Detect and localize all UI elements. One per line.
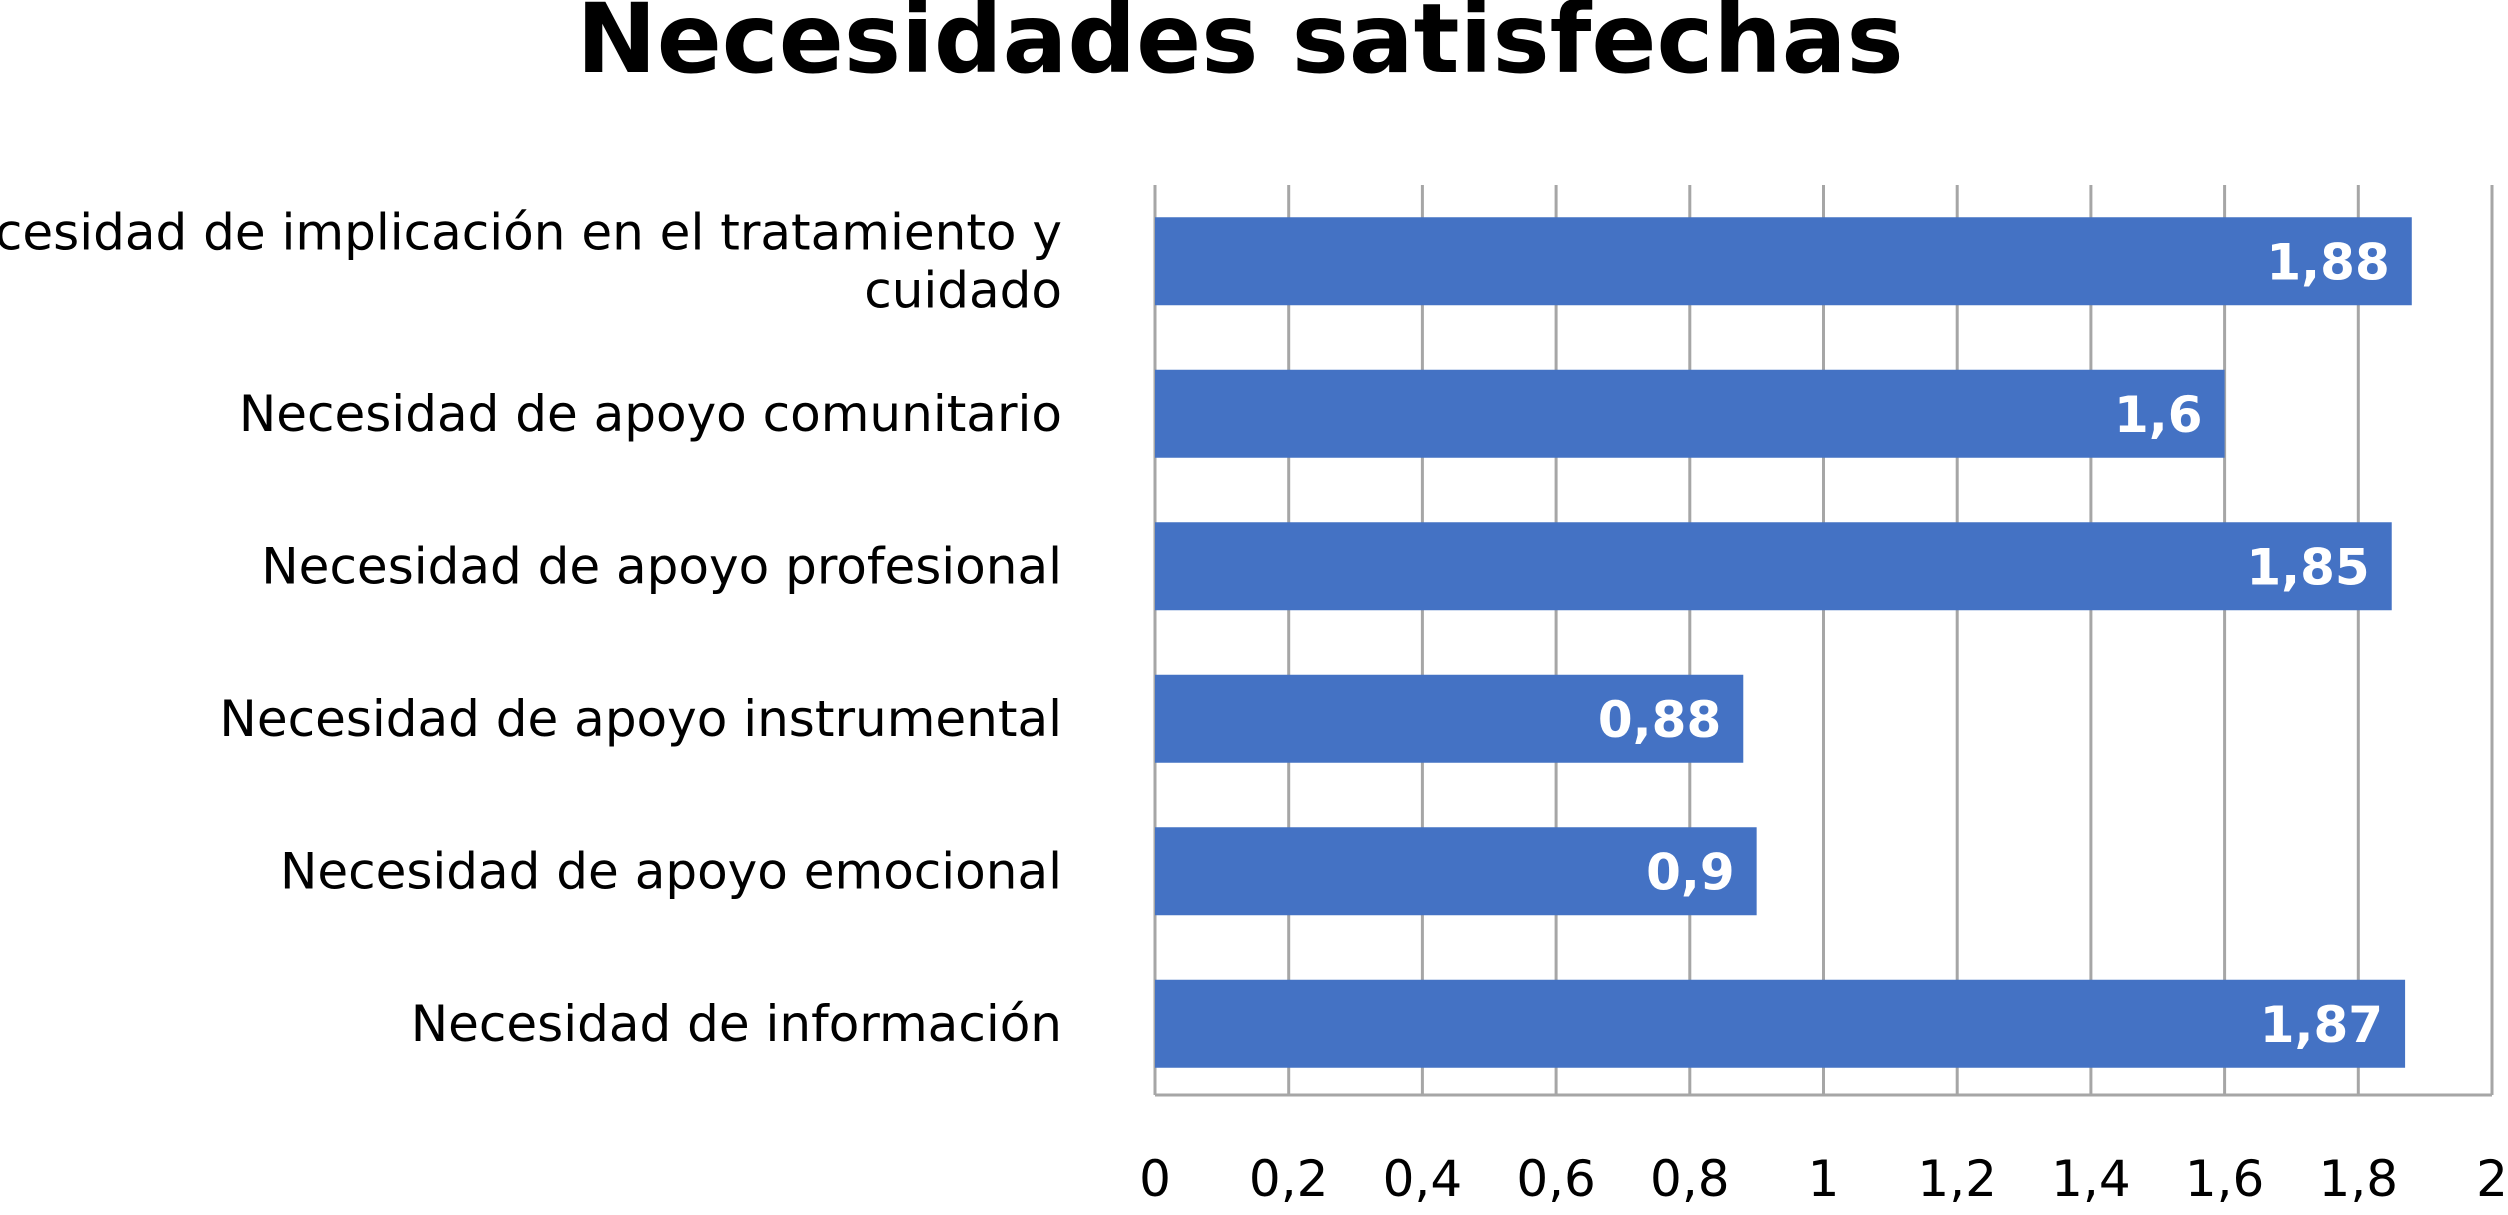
gridlines [1153, 185, 2494, 1097]
data-label: 1,6 [2114, 386, 2203, 444]
bar [1155, 369, 2225, 458]
data-label: 0,88 [1598, 691, 1721, 749]
x-tick-label: 0 [1139, 1150, 1171, 1208]
bar [1155, 827, 1757, 916]
category-labels: Necesidad de implicación en el tratamien… [0, 203, 1062, 1053]
x-tick-label: 1,2 [1917, 1150, 1997, 1208]
data-label: 1,85 [2246, 538, 2369, 596]
category-label: Necesidad de apoyo profesional [261, 537, 1062, 595]
bar [1155, 217, 2412, 306]
category-label: Necesidad de apoyo emocional [280, 842, 1062, 900]
data-label: 0,9 [1646, 843, 1735, 901]
x-tick-label: 1 [1808, 1150, 1840, 1208]
bar [1155, 979, 2406, 1068]
x-tick-label: 1,6 [2185, 1150, 2265, 1208]
chart-title: Necesidades satisfechas [576, 0, 1903, 95]
x-tick-label: 0,6 [1516, 1150, 1596, 1208]
x-tick-label: 1,4 [2051, 1150, 2131, 1208]
category-label: Necesidad de apoyo instrumental [219, 690, 1062, 748]
bar [1155, 674, 1744, 763]
category-label: Necesidad de apoyo comunitario [239, 385, 1062, 443]
bar [1155, 522, 2392, 611]
category-label: Necesidad de implicación en el tratamien… [0, 203, 1062, 261]
x-tick-label: 1,8 [2319, 1150, 2399, 1208]
x-tick-labels: 0 0,2 0,4 0,6 0,8 1 1,2 1,4 1,6 1,8 2 [1139, 1150, 2508, 1208]
category-label: Necesidad de información [411, 995, 1062, 1053]
data-label: 1,88 [2266, 233, 2389, 291]
x-tick-label: 2 [2476, 1150, 2508, 1208]
data-label: 1,87 [2260, 996, 2383, 1054]
x-tick-label: 0,4 [1383, 1150, 1463, 1208]
x-tick-label: 0,2 [1249, 1150, 1329, 1208]
x-tick-label: 0,8 [1650, 1150, 1730, 1208]
bars: 1,88 1,6 1,85 0,88 0,9 1,87 [1155, 217, 2412, 1068]
category-label: cuidado [864, 261, 1062, 319]
